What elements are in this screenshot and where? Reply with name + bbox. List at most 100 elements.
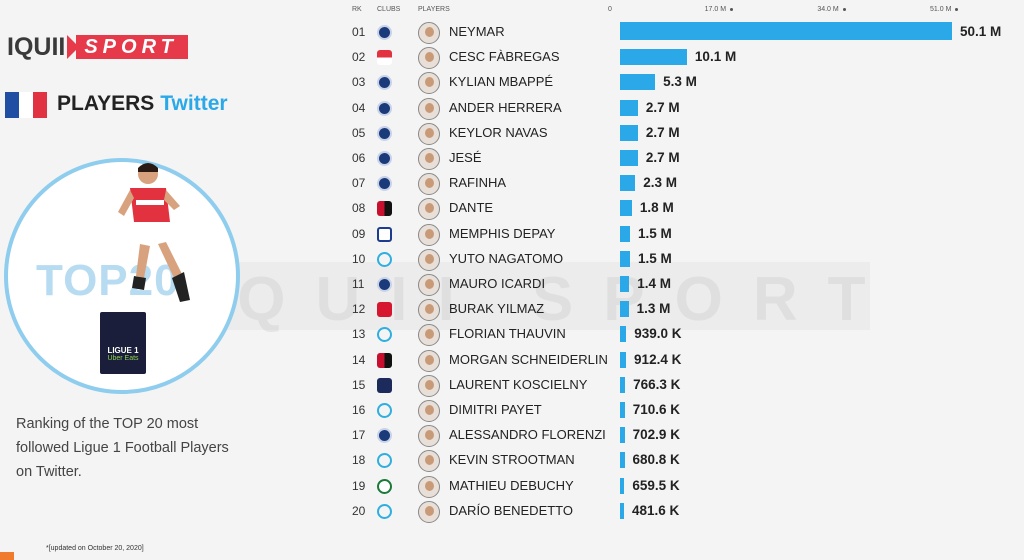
player-avatar-icon [418, 274, 440, 296]
player-name: YUTO NAGATOMO [449, 250, 564, 266]
player-avatar-icon [418, 148, 440, 170]
marseille-club-icon [377, 251, 392, 267]
player-avatar-icon [418, 400, 440, 422]
psg-club-icon [377, 277, 392, 292]
avatar-head [425, 203, 434, 214]
bar [620, 124, 638, 141]
table-row: 17 ALESSANDRO FLORENZI 702.9 K [0, 423, 1024, 448]
player-avatar-icon [418, 425, 440, 448]
value-label: 10.1 M [694, 49, 737, 65]
player-name: MATHIEU DEBUCHY [449, 477, 574, 493]
value-label: 2.7 M [645, 150, 680, 165]
x-tick-label: 34.0 M [817, 6, 846, 13]
top-label: TOP20 [36, 256, 180, 305]
player-name: NEYMAR [449, 24, 505, 39]
ligue-badge-line1: LIGUE 1 [107, 346, 139, 355]
watermark-text: IQUII SPORT [190, 265, 896, 334]
rank-label: 14 [352, 352, 366, 367]
bar [620, 376, 626, 393]
player-name: ALESSANDRO FLORENZI [449, 427, 606, 443]
bar [620, 250, 630, 267]
table-row: 13 FLORIAN THAUVIN 939.0 K [0, 322, 1024, 347]
table-row: 11 MAURO ICARDI 1.4 M [0, 272, 1024, 297]
value-label: 50.1 M [960, 24, 1002, 39]
player-name: DIMITRI PAYET [449, 402, 542, 417]
player-name: JESÉ [449, 150, 482, 165]
player-name: RAFINHA [449, 175, 507, 191]
rank-label: 09 [352, 226, 366, 241]
psg-club-icon [377, 428, 392, 444]
lille-club-icon [377, 302, 392, 318]
value-label: 1.3 M [636, 301, 671, 317]
table-row: 03 KYLIAN MBAPPÉ 5.3 M [0, 70, 1024, 95]
rank-label: 20 [352, 503, 366, 518]
value-label: 912.4 K [634, 351, 682, 367]
value-label: 680.8 K [632, 452, 680, 468]
value-label: 2.7 M [645, 99, 680, 115]
player-name: CESC FÀBREGAS [449, 49, 560, 65]
updated-note: *[updated on October 20, 2020] [46, 545, 144, 552]
logo-sport: SPORT [76, 35, 188, 59]
player-avatar-icon [418, 173, 440, 196]
x-tick-label: 51.0 M [930, 6, 959, 13]
value-label: 2.3 M [643, 175, 677, 191]
heading-twitter: Twitter [160, 92, 228, 115]
rank-label: 16 [352, 403, 366, 417]
psg-club-icon [377, 100, 392, 116]
bar [620, 326, 627, 343]
psg-club-icon [377, 75, 392, 91]
player-name: LAURENT KOSCIELNY [449, 376, 588, 392]
table-row: 19 MATHIEU DEBUCHY 659.5 K [0, 474, 1024, 499]
table-row: 04 ANDER HERRERA 2.7 M [0, 96, 1024, 121]
table-row: 02 CESC FÀBREGAS 10.1 M [0, 45, 1024, 70]
avatar-head [425, 480, 434, 491]
avatar-head [425, 354, 434, 365]
avatar-head [425, 228, 434, 239]
value-label: 659.5 K [632, 477, 680, 493]
rank-label: 08 [352, 201, 366, 216]
player-avatar-icon [418, 374, 440, 397]
player-name: DARÍO BENEDETTO [449, 502, 574, 518]
value-label: 766.3 K [633, 376, 681, 392]
player-name: DANTE [449, 200, 494, 216]
table-row: 15 LAURENT KOSCIELNY 766.3 K [0, 373, 1024, 398]
player-avatar-icon [418, 122, 440, 145]
player-avatar-icon [418, 223, 440, 246]
marseille-club-icon [377, 453, 392, 469]
heading-players: PLAYERS [57, 92, 155, 115]
bar [620, 99, 638, 116]
player-name: MEMPHIS DEPAY [449, 225, 556, 241]
brand-logo: IQUII SPORT [7, 33, 188, 61]
info-panel: IQUII SPORT PLAYERS Twitter TOP20 LIGUE 1… [0, 0, 340, 560]
table-row: 05 KEYLOR NAVAS 2.7 M [0, 121, 1024, 146]
rank-label: 04 [352, 100, 366, 115]
avatar-head [425, 329, 434, 340]
bar [620, 502, 624, 519]
bar [620, 225, 630, 242]
bar [620, 175, 636, 192]
player-name: FLORIAN THAUVIN [449, 326, 566, 342]
rank-label: 19 [352, 478, 366, 493]
rank-label: 10 [352, 251, 366, 266]
avatar-head [425, 253, 434, 264]
player-avatar-icon [418, 450, 440, 473]
watermark-band [160, 262, 870, 330]
player-avatar-icon [418, 72, 440, 95]
player-name: KYLIAN MBAPPÉ [449, 74, 554, 90]
rank-label: 13 [352, 327, 366, 342]
avatar-head [425, 52, 434, 63]
rank-label: 15 [352, 377, 366, 392]
player-avatar-icon [418, 349, 440, 372]
bar [620, 22, 953, 40]
bar [620, 301, 629, 318]
rank-label: 01 [352, 25, 366, 39]
value-label: 710.6 K [632, 402, 680, 417]
ligue1-badge: LIGUE 1 Uber Eats [100, 312, 146, 374]
bar [620, 150, 638, 166]
header-rank: RK [352, 6, 362, 13]
avatar-head [425, 27, 434, 37]
corner-accent [0, 552, 14, 560]
nice-club-icon [377, 201, 392, 217]
marseille-club-icon [377, 503, 392, 519]
player-name: ANDER HERRERA [449, 99, 562, 115]
